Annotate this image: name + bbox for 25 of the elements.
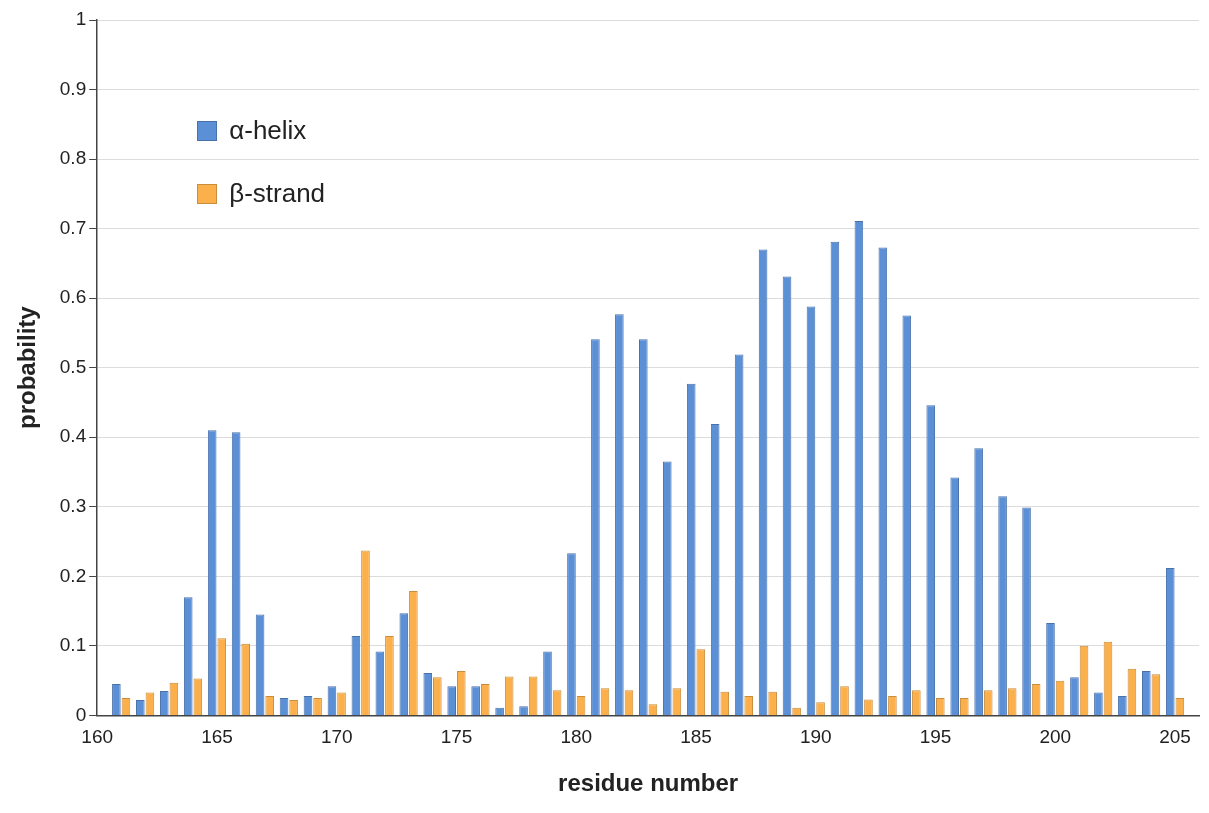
y-axis-title: probability <box>13 305 41 430</box>
legend-label: β-strand <box>229 178 326 209</box>
x-tick-label: 205 <box>1159 726 1191 748</box>
x-tick-label: 180 <box>560 726 593 748</box>
x-tick-label: 195 <box>919 726 952 748</box>
y-tick-label: 0 <box>75 703 87 725</box>
x-axis-title: residue number <box>558 769 739 797</box>
y-tick-label: 0.8 <box>59 147 87 169</box>
y-tick-label: 0.4 <box>59 425 87 447</box>
y-tick-label: 0.1 <box>59 634 87 656</box>
x-tick-label: 165 <box>201 726 233 748</box>
x-tick-label: 185 <box>680 726 712 748</box>
y-tick-label: 1 <box>75 8 87 30</box>
y-tick-label: 0.9 <box>59 77 87 99</box>
x-tick-label: 175 <box>440 726 473 748</box>
x-tick-label: 200 <box>1039 726 1072 748</box>
x-tick-label: 160 <box>81 726 114 748</box>
x-tick-label: 190 <box>799 726 832 748</box>
y-tick-label: 0.7 <box>59 216 87 238</box>
y-tick-label: 0.3 <box>59 495 87 517</box>
y-tick-label: 0.5 <box>59 355 87 377</box>
y-tick-label: 0.6 <box>59 286 87 308</box>
y-tick-label: 0.2 <box>59 564 87 586</box>
legend-label: α-helix <box>229 115 307 146</box>
x-tick-label: 170 <box>320 726 353 748</box>
